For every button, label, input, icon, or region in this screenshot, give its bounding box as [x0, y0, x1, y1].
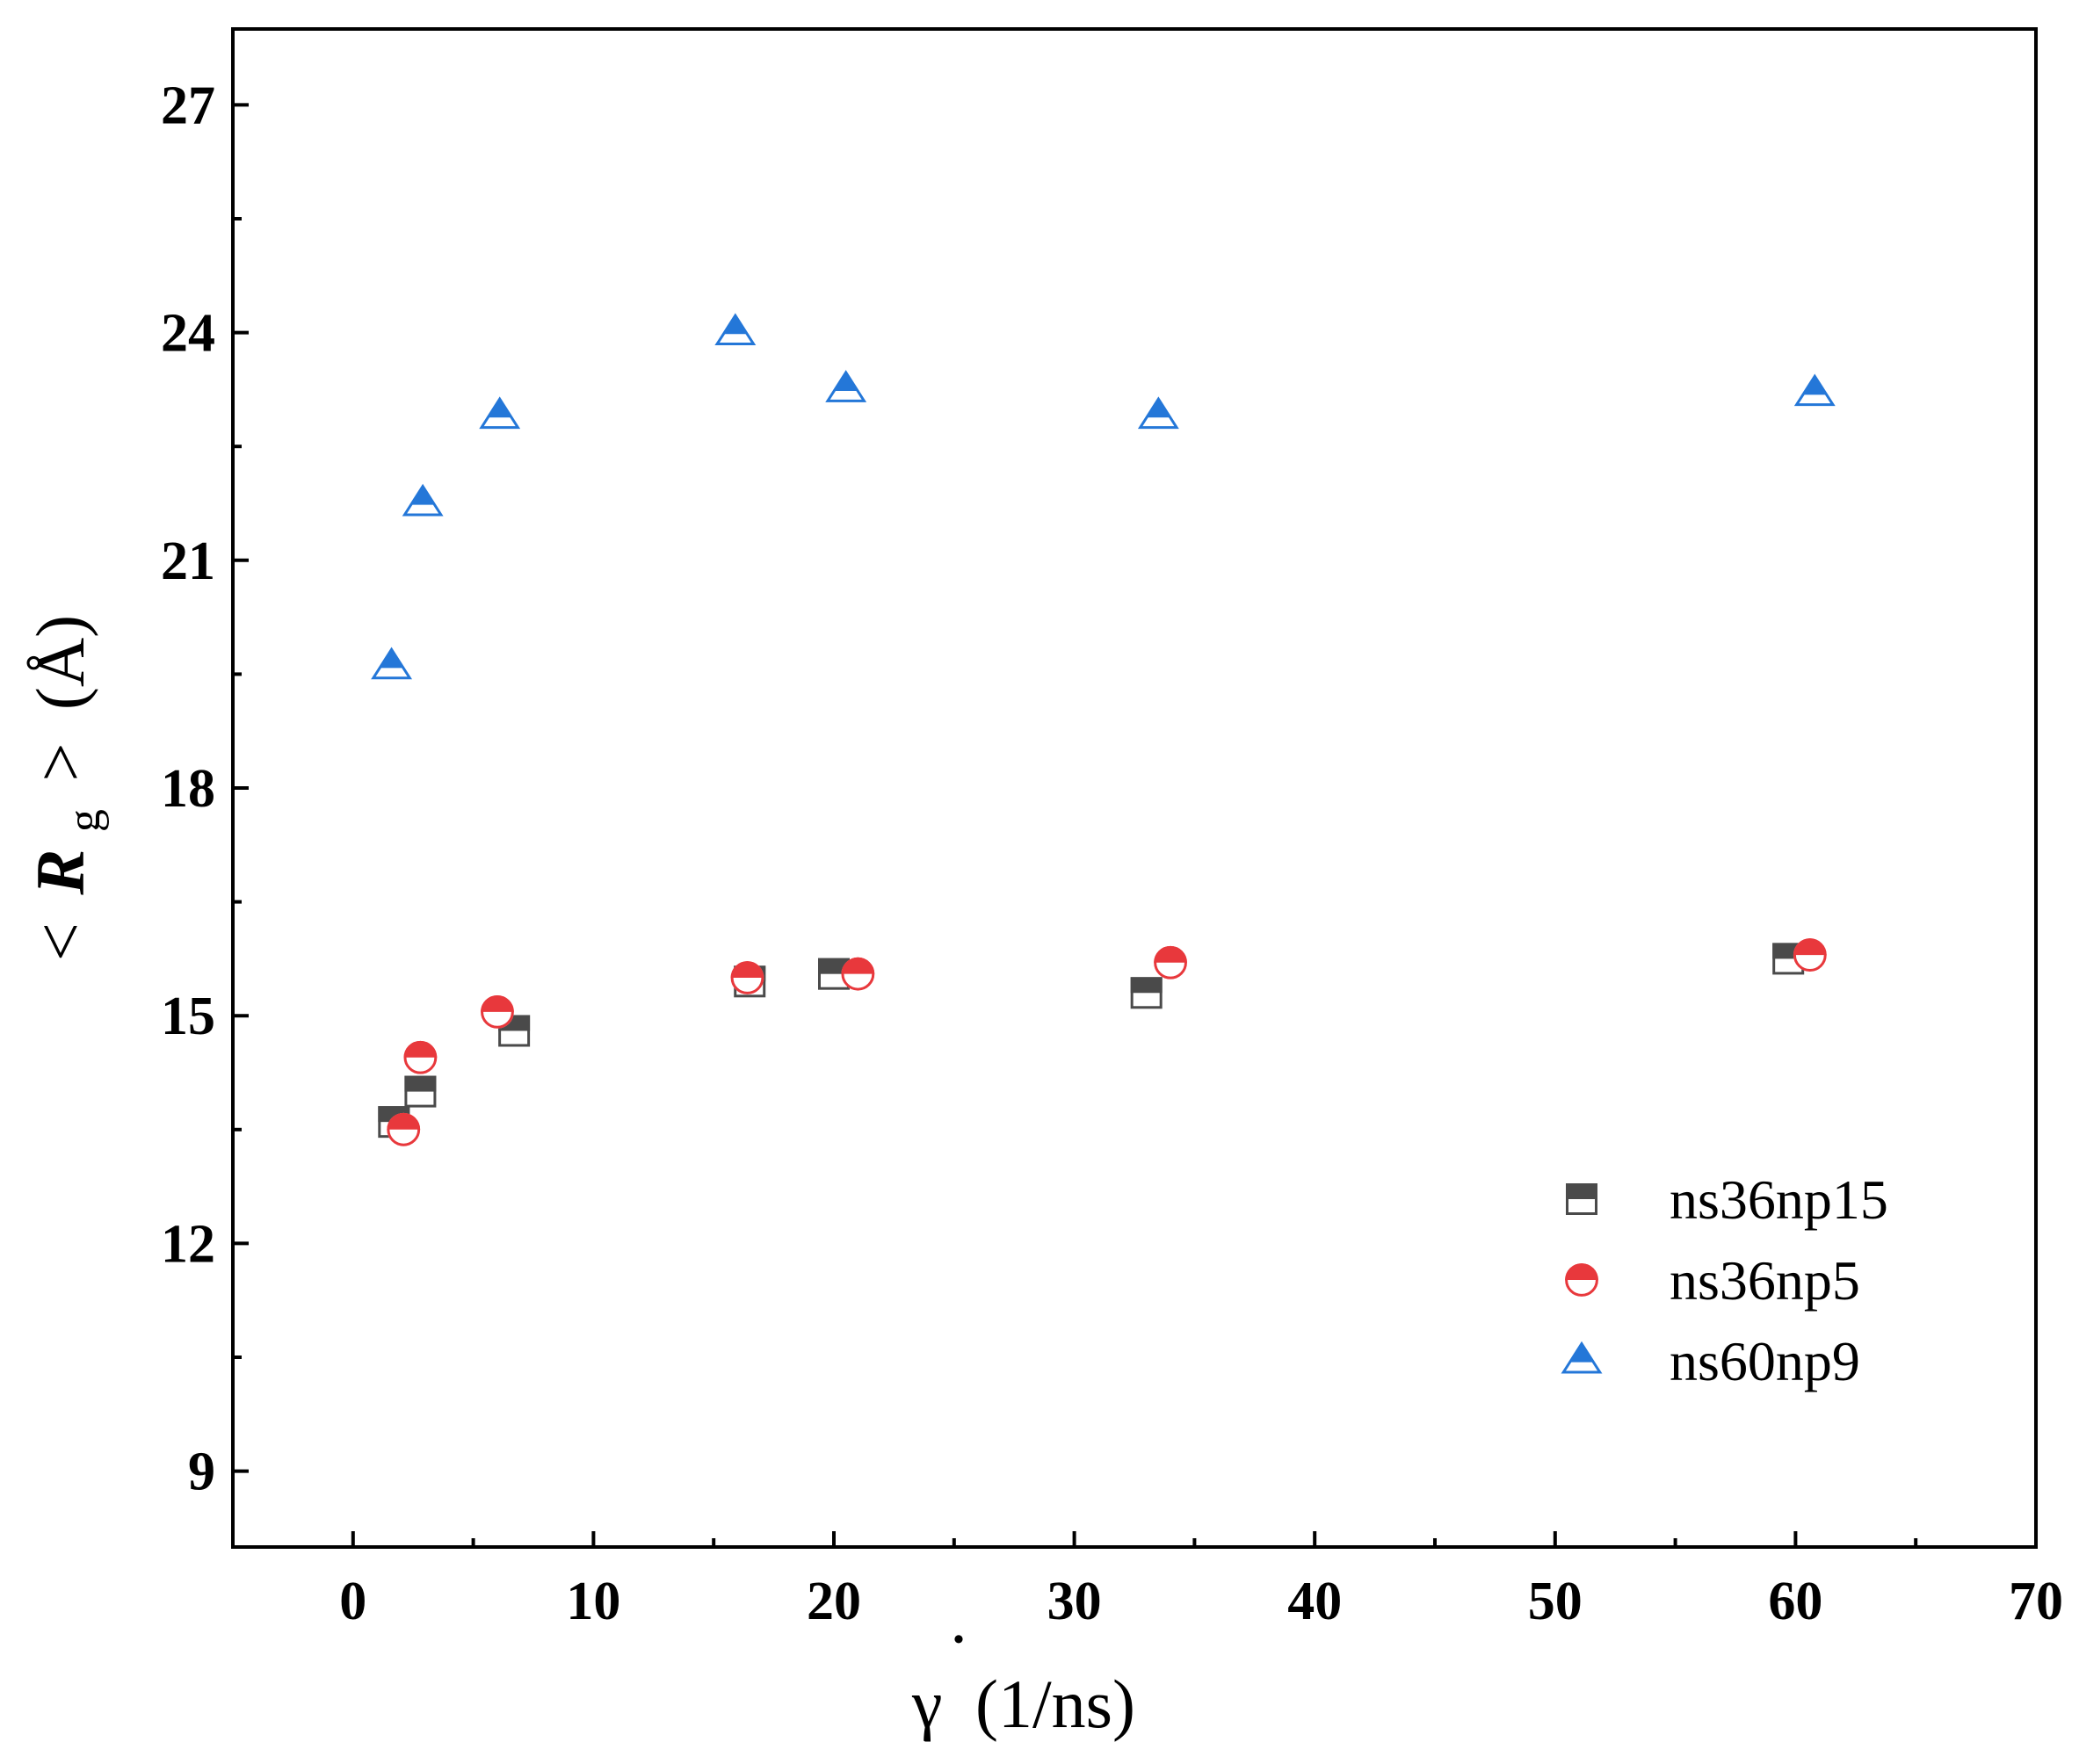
data-point-ns36np5: [1793, 938, 1827, 972]
y-tick-label: 15: [161, 987, 215, 1046]
y-tick-label: 9: [188, 1442, 215, 1502]
x-tick-label: 40: [1287, 1572, 1342, 1631]
x-tick-label: 10: [566, 1572, 620, 1631]
data-point-ns60np9: [1793, 373, 1836, 407]
data-point-ns36np5: [1154, 945, 1187, 980]
legend-marker: [1561, 1341, 1603, 1374]
x-axis-unit: (1/ns): [975, 1666, 1135, 1742]
y-axis-close: >: [22, 743, 98, 782]
x-tick-label: 70: [2009, 1572, 2063, 1631]
legend-item: ns60np9: [1561, 1330, 1860, 1392]
series-ns60np9: [371, 313, 1836, 680]
x-tick-label: 0: [339, 1572, 366, 1631]
y-tick-label: 24: [161, 304, 215, 364]
legend-marker: [1565, 1263, 1598, 1297]
x-tick-label: 30: [1047, 1572, 1102, 1631]
plot-frame: [231, 27, 2038, 1549]
legend-label: ns60np9: [1670, 1330, 1860, 1392]
y-axis-symbol: R: [22, 849, 98, 896]
y-tick-label: 21: [161, 531, 215, 591]
data-point-ns36np15: [404, 1075, 437, 1108]
x-axis-ticks: 0 10 20 30 40 50 60 70: [339, 1531, 2063, 1631]
svg-text:< R g >: < R g > (Å): [22, 615, 114, 961]
data-point-ns36np5: [841, 957, 875, 991]
y-axis-open: <: [22, 922, 98, 961]
y-tick-label: 18: [161, 759, 215, 819]
legend-item: ns36np5: [1565, 1249, 1860, 1312]
data-point-ns36np5: [403, 1040, 438, 1074]
data-point-ns60np9: [402, 483, 444, 517]
legend-label: ns36np5: [1670, 1249, 1860, 1312]
x-axis-symbol-overdot: ·: [947, 1601, 970, 1677]
data-point-ns36np5: [730, 961, 764, 994]
x-axis-title: γ (1/ns): [911, 1666, 1135, 1742]
data-point-ns36np5: [481, 994, 514, 1029]
series-ns36np5: [387, 938, 1827, 1146]
y-axis-title: < R g > (Å): [22, 615, 114, 961]
y-axis-unit: (Å): [22, 615, 98, 710]
y-tick-label: 27: [161, 76, 215, 135]
data-point-ns60np9: [1137, 396, 1179, 430]
data-point-ns60np9: [825, 370, 867, 402]
x-axis-symbol: γ: [911, 1666, 942, 1742]
data-points: [371, 313, 1836, 1146]
y-tick-label: 12: [161, 1214, 215, 1274]
y-axis-ticks: 9 12 15 18 21 24 27: [161, 76, 249, 1502]
series-ns36np15: [378, 943, 1805, 1139]
x-tick-label: 60: [1768, 1572, 1822, 1631]
data-point-ns36np15: [1130, 977, 1163, 1009]
data-point-ns60np9: [479, 396, 521, 430]
legend: ns36np15 ns36np5 ns60np9: [1561, 1168, 1888, 1392]
y-axis-subscript: g: [60, 809, 110, 832]
legend-label: ns36np15: [1670, 1168, 1888, 1231]
data-point-ns60np9: [714, 313, 757, 346]
x-tick-label: 20: [807, 1572, 861, 1631]
legend-item: ns36np15: [1566, 1168, 1888, 1231]
x-tick-label: 50: [1528, 1572, 1583, 1631]
data-point-ns60np9: [371, 647, 413, 680]
data-point-ns36np5: [387, 1112, 421, 1146]
legend-marker: [1566, 1183, 1597, 1215]
